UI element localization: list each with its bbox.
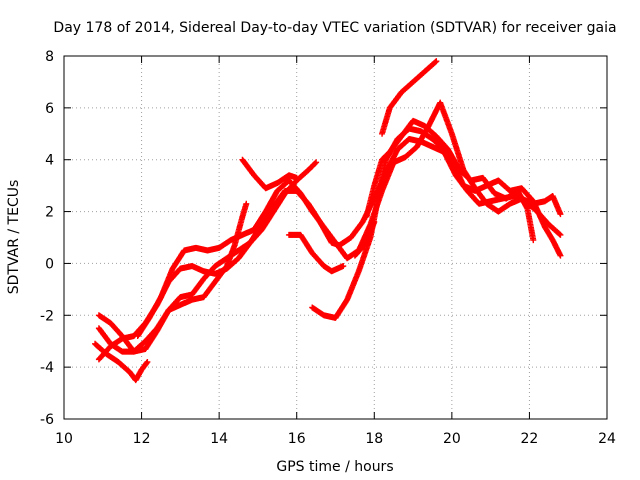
x-tick-label: 10 <box>55 431 73 447</box>
data-point <box>530 237 537 244</box>
y-tick-label: -4 <box>40 360 54 376</box>
x-tick-label: 22 <box>521 431 539 447</box>
y-tick-label: -6 <box>40 412 54 428</box>
x-tick-label: 24 <box>598 431 616 447</box>
y-tick-label: 8 <box>45 49 54 65</box>
data-point <box>340 263 347 270</box>
data-point <box>293 174 300 181</box>
series-track-4 <box>92 340 151 384</box>
series-track-8 <box>363 117 537 244</box>
data-point <box>243 200 250 207</box>
plot-border <box>63 55 608 420</box>
data-point <box>312 160 319 167</box>
y-tick-label: 4 <box>45 153 54 169</box>
series-track-3 <box>95 200 250 355</box>
y-tick-label: 2 <box>45 205 54 221</box>
series-track-11 <box>351 218 378 259</box>
data-point <box>371 218 378 225</box>
x-tick-label: 20 <box>443 431 461 447</box>
x-tick-label: 18 <box>365 431 383 447</box>
data-point <box>557 231 564 238</box>
y-tick-label: 6 <box>45 101 54 117</box>
data-point <box>143 359 150 366</box>
x-axis-label: GPS time / hours <box>276 459 393 475</box>
data-points <box>92 58 564 384</box>
data-point <box>144 358 151 365</box>
data-point <box>557 211 564 218</box>
data-point <box>557 252 564 259</box>
y-tick-label: -2 <box>40 308 54 324</box>
data-point <box>433 58 440 65</box>
y-tick-label: 0 <box>45 256 54 272</box>
x-tick-label: 16 <box>288 431 306 447</box>
x-tick-label: 14 <box>210 431 228 447</box>
series-track-9 <box>379 58 440 137</box>
grid <box>64 56 607 419</box>
series-track-10 <box>285 231 347 275</box>
x-tick-label: 12 <box>133 431 151 447</box>
series-track-6 <box>239 156 300 192</box>
data-point <box>313 159 320 166</box>
chart-title: Day 178 of 2014, Sidereal Day-to-day VTE… <box>53 20 616 36</box>
y-axis-label: SDTVAR / TECUs <box>6 180 22 295</box>
